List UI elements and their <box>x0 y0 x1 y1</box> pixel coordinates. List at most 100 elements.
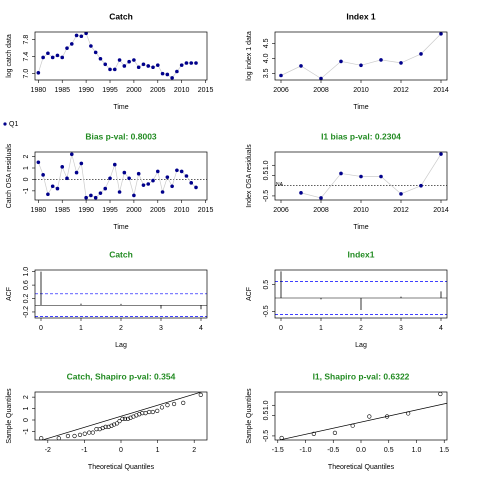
data-point <box>140 411 145 416</box>
data-point <box>147 409 152 415</box>
data-point <box>151 178 155 183</box>
series-line <box>38 154 197 199</box>
panel-title: Catch <box>109 249 133 259</box>
data-point <box>46 51 50 56</box>
plot-frame <box>274 269 448 319</box>
x-tick-label: -1.5 <box>272 447 284 454</box>
data-point <box>165 72 170 77</box>
y-axis-label: Sample Quantiles <box>6 388 13 444</box>
data-point <box>379 58 383 62</box>
x-tick-label: 1.0 <box>412 447 422 454</box>
data-point <box>122 64 127 68</box>
plot-area <box>279 32 443 80</box>
data-point <box>170 76 174 80</box>
data-point <box>155 169 160 174</box>
data-point <box>175 168 179 173</box>
data-point <box>399 61 403 65</box>
x-tick-label: 2000 <box>126 207 142 214</box>
data-point <box>132 193 136 198</box>
y-tick-label: 0 <box>23 418 30 422</box>
y-axis-label: log index 1 data <box>246 31 253 81</box>
data-point <box>438 392 443 397</box>
plot-frame <box>34 269 208 319</box>
y-tick-label: -0.5 <box>263 190 270 202</box>
qq-line <box>278 402 447 440</box>
y-axis-label: ACF <box>246 287 253 301</box>
plot-frame <box>274 391 448 441</box>
y-axis-label: log catch data <box>6 34 13 78</box>
data-point <box>93 195 98 200</box>
data-point <box>155 408 160 413</box>
data-point <box>114 421 120 426</box>
y-tick-label: 3.5 <box>263 68 270 78</box>
x-axis-label: Theoretical Quantiles <box>88 464 155 471</box>
y-tick-label: 4.5 <box>263 38 270 48</box>
panel: I1, Shapiro p-val: 0.6322 Theoretical Qua… <box>246 371 449 471</box>
data-point <box>179 169 184 174</box>
data-point <box>160 190 165 194</box>
y-tick-label: 7.0 <box>23 69 30 79</box>
data-point <box>36 70 41 75</box>
panel: Catch Time log catch data 1980 1985 1990 1995 2… <box>6 11 214 111</box>
y-tick-label: 0.5 <box>263 411 270 421</box>
data-point <box>55 186 60 191</box>
data-point <box>56 436 61 440</box>
y-tick-label: -1 <box>23 188 30 194</box>
data-point <box>367 414 372 419</box>
x-tick-label: 2010 <box>174 207 190 214</box>
plot-area <box>35 152 207 200</box>
x-tick-label: 2005 <box>150 207 166 214</box>
x-tick-label: 2 <box>192 447 196 454</box>
data-point <box>198 392 203 397</box>
panel: Catch Lag ACF 0 1 2 3 4 -0.2 0.2 0.6 1.0 <box>6 249 208 349</box>
data-point <box>439 32 443 36</box>
qq-line <box>41 392 203 440</box>
data-point <box>90 430 95 435</box>
legend-label: Q1 <box>9 121 18 128</box>
x-tick-label: 2008 <box>313 87 329 94</box>
x-tick-label: 2012 <box>393 87 409 94</box>
annotation: NA <box>276 182 284 188</box>
data-point <box>419 183 423 188</box>
data-point <box>36 160 41 165</box>
y-tick-label: 1 <box>23 166 30 170</box>
data-point <box>94 427 99 432</box>
data-point <box>84 32 88 36</box>
panel: Index1 Lag ACF 0 1 2 3 4 -0.5 0.5 <box>246 249 448 349</box>
y-tick-label: 1 <box>23 407 30 411</box>
x-tick-label: 2012 <box>393 207 409 214</box>
data-point <box>50 55 55 60</box>
y-tick-label: 1.0 <box>263 160 270 170</box>
panel: Index 1 Time log index 1 data 2006 2008 2010 2… <box>246 11 449 111</box>
y-axis-label: ACF <box>6 287 13 301</box>
data-point <box>125 416 131 421</box>
data-point <box>339 171 343 176</box>
data-point <box>41 55 45 60</box>
data-point <box>171 401 177 407</box>
x-tick-label: 1.5 <box>439 447 449 454</box>
data-point <box>122 170 127 175</box>
y-tick-label: -1 <box>23 428 30 434</box>
y-tick-label: 0.6 <box>23 280 30 290</box>
data-point <box>155 63 160 67</box>
data-point <box>159 405 165 410</box>
plot-area <box>35 271 207 318</box>
y-tick-label: 0.5 <box>263 280 270 290</box>
data-point <box>77 432 83 437</box>
y-tick-label: 2 <box>23 155 30 159</box>
data-point <box>279 73 283 78</box>
data-point <box>165 403 170 408</box>
x-tick-label: 2 <box>359 325 363 332</box>
x-tick-label: 4 <box>199 325 203 332</box>
data-point <box>299 191 303 195</box>
y-tick-label: -0.5 <box>263 430 270 442</box>
data-point <box>72 433 77 439</box>
plot-area <box>36 32 198 80</box>
x-tick-label: 4 <box>439 325 443 332</box>
data-point <box>311 431 316 436</box>
data-point <box>194 185 198 190</box>
plot-frame <box>34 151 208 201</box>
data-point <box>439 152 443 156</box>
x-tick-label: 2000 <box>126 87 142 94</box>
